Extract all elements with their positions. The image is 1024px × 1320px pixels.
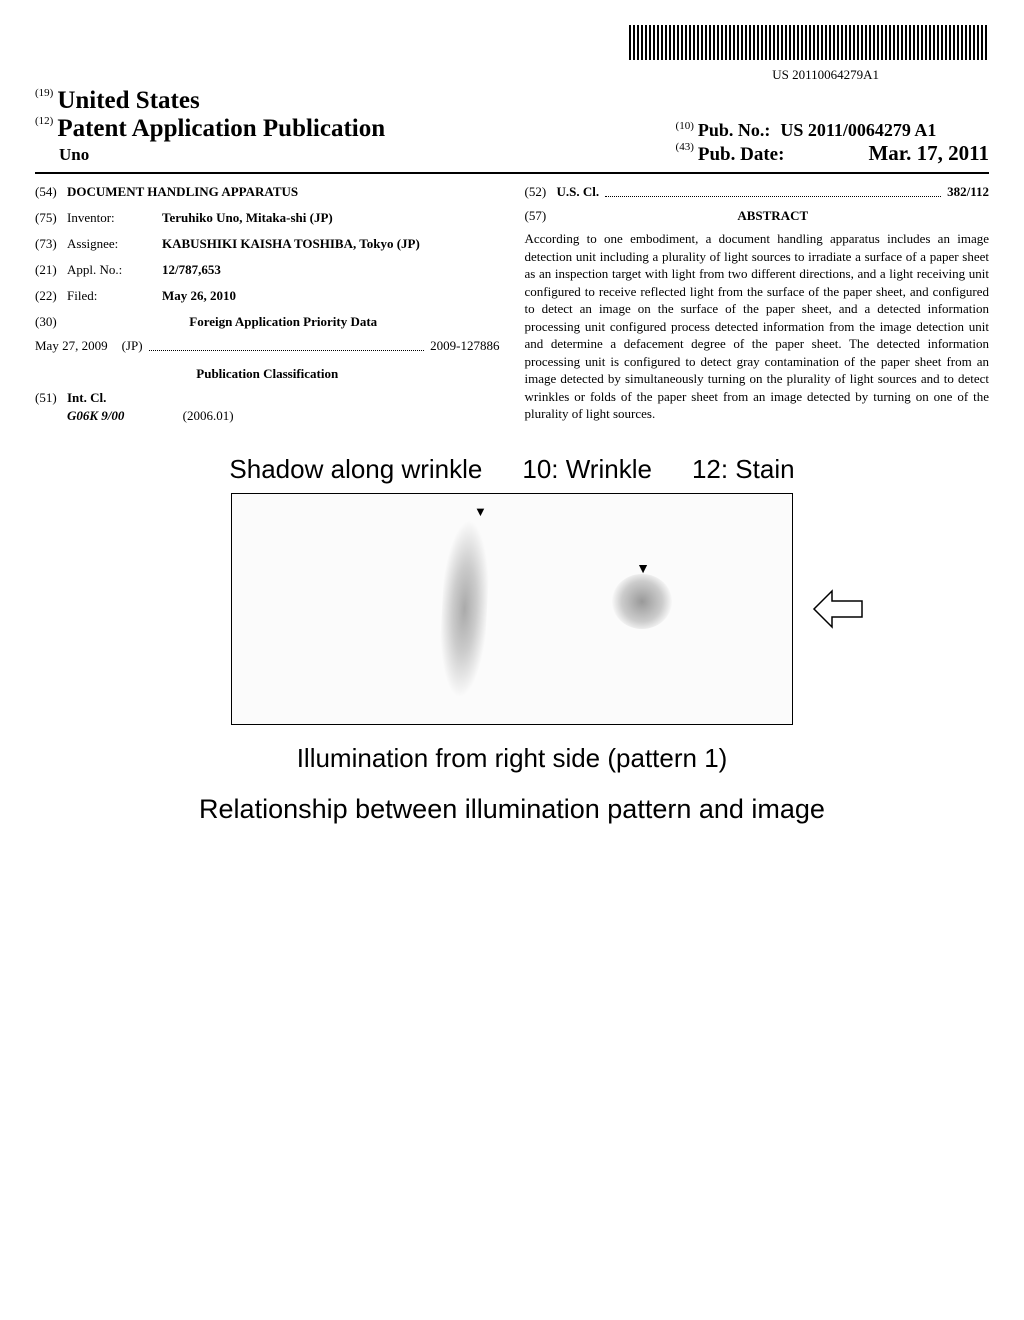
inventor-label: Inventor: xyxy=(67,210,162,226)
classification-title: Publication Classification xyxy=(35,366,500,382)
intcl-code: G06K 9/00 xyxy=(67,408,124,423)
assignee-name: KABUSHIKI KAISHA TOSHIBA, Tokyo (JP) xyxy=(162,236,500,252)
dotted-leader xyxy=(605,184,941,197)
intcl-label: Int. Cl. xyxy=(67,390,500,406)
pub-date: Mar. 17, 2011 xyxy=(868,141,989,165)
wrinkle-graphic xyxy=(436,502,492,716)
appl-number: 12/787,653 xyxy=(162,262,500,278)
invention-title: DOCUMENT HANDLING APPARATUS xyxy=(67,184,500,200)
code-54: (54) xyxy=(35,184,67,200)
light-direction-arrow-icon xyxy=(812,589,867,629)
code-57: (57) xyxy=(525,208,557,230)
arrow-icon: ▼ xyxy=(474,504,487,520)
arrow-icon: ▼ xyxy=(636,562,650,578)
left-column: (54) DOCUMENT HANDLING APPARATUS (75) In… xyxy=(35,184,500,424)
code-75: (75) xyxy=(35,210,67,226)
code-12: (12) xyxy=(35,115,53,127)
filed-label: Filed: xyxy=(67,288,162,304)
header: (19) United States (12) Patent Applicati… xyxy=(35,87,989,166)
barcode-region: US 20110064279A1 xyxy=(35,25,989,83)
inventor-name: Teruhiko Uno, Mitaka-shi (JP) xyxy=(162,210,500,226)
code-19: (19) xyxy=(35,87,53,99)
country: United States xyxy=(57,87,199,114)
barcode xyxy=(629,25,989,60)
barcode-number: US 20110064279A1 xyxy=(35,67,879,83)
code-22: (22) xyxy=(35,288,67,304)
code-10: (10) xyxy=(676,120,694,132)
right-column: (52) U.S. Cl. 382/112 (57) ABSTRACT Acco… xyxy=(525,184,990,424)
code-73: (73) xyxy=(35,236,67,252)
applno-label: Appl. No.: xyxy=(67,262,162,278)
dotted-leader xyxy=(149,338,425,351)
author-name: Uno xyxy=(59,145,385,165)
pub-no: US 2011/0064279 A1 xyxy=(780,120,936,140)
abstract-text: According to one embodiment, a document … xyxy=(525,230,990,423)
pub-date-label: Pub. Date: xyxy=(698,144,785,165)
assignee-label: Assignee: xyxy=(67,236,162,252)
code-21: (21) xyxy=(35,262,67,278)
figure-caption-1: Illumination from right side (pattern 1) xyxy=(35,743,989,774)
stain-graphic xyxy=(612,574,672,629)
figure-caption-2: Relationship between illumination patter… xyxy=(35,794,989,825)
priority-country: (JP) xyxy=(122,338,143,354)
figure-label-shadow: Shadow along wrinkle xyxy=(229,454,482,485)
code-30: (30) xyxy=(35,314,67,338)
figure-area: Shadow along wrinkle 10: Wrinkle 12: Sta… xyxy=(35,454,989,825)
publication-type: Patent Application Publication xyxy=(57,115,385,142)
figure-diagram: ▼ ▼ xyxy=(231,493,793,725)
filed-date: May 26, 2010 xyxy=(162,288,500,304)
abstract-label: ABSTRACT xyxy=(557,208,990,224)
priority-title: Foreign Application Priority Data xyxy=(189,314,377,330)
figure-label-stain: 12: Stain xyxy=(692,454,795,485)
divider xyxy=(35,172,989,174)
figure-label-wrinkle: 10: Wrinkle xyxy=(522,454,652,485)
pub-no-label: Pub. No.: xyxy=(698,120,771,140)
uscl-label: U.S. Cl. xyxy=(557,184,600,200)
uscl-value: 382/112 xyxy=(947,184,989,200)
priority-date: May 27, 2009 xyxy=(35,338,108,354)
bibliographic-columns: (54) DOCUMENT HANDLING APPARATUS (75) In… xyxy=(35,184,989,424)
priority-number: 2009-127886 xyxy=(430,338,499,354)
code-43: (43) xyxy=(676,141,694,153)
code-51: (51) xyxy=(35,390,67,406)
code-52: (52) xyxy=(525,184,557,200)
intcl-year: (2006.01) xyxy=(183,408,234,423)
